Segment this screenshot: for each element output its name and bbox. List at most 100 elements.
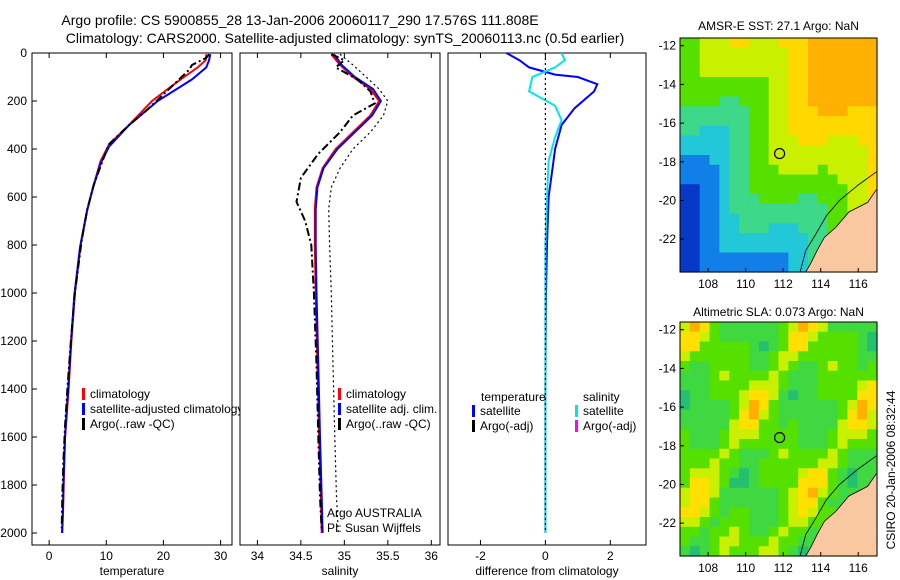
sla-map-cell xyxy=(788,429,799,440)
salinity-series-argo-raw-qc- xyxy=(295,53,377,531)
sla-map-cell xyxy=(788,458,799,469)
sla-map-cell xyxy=(808,429,819,440)
sst-map-cell xyxy=(719,184,730,195)
sst-map-cell xyxy=(709,106,720,117)
sst-map-ytick-label: -22 xyxy=(659,232,677,246)
salinity-xtick-label: 34 xyxy=(251,549,265,563)
sla-map-cell xyxy=(827,439,839,450)
sst-map-cell xyxy=(808,174,819,185)
sla-map-cell xyxy=(699,468,711,479)
sst-map-cell xyxy=(798,223,809,234)
sst-map-cell xyxy=(689,233,701,244)
sst-map-cell xyxy=(758,125,770,137)
sst-map-cell xyxy=(680,77,691,88)
sla-map-cell xyxy=(709,468,720,479)
sla-map-cell xyxy=(709,526,720,538)
sst-map-cell xyxy=(827,194,839,205)
sst-map-cell xyxy=(729,223,740,234)
sla-map-cell xyxy=(857,409,868,421)
sla-map-cell xyxy=(788,497,799,508)
sla-map-cell xyxy=(808,439,819,450)
sst-map-cell xyxy=(798,96,809,107)
sst-map-cell xyxy=(778,38,789,49)
salinity-xtick-label: 34.5 xyxy=(289,549,313,563)
sst-map-cell xyxy=(739,57,750,68)
sla-map-cell xyxy=(798,448,809,460)
sst-map-cell xyxy=(758,252,770,263)
sst-map-cell xyxy=(827,125,839,137)
sst-map-cell xyxy=(847,155,858,166)
sst-map-cell xyxy=(788,194,799,205)
sla-map-cell xyxy=(748,322,760,333)
sla-map-cell xyxy=(778,507,789,518)
difference-series-salinity-satellite xyxy=(527,52,567,533)
sst-map-cell xyxy=(729,203,740,215)
sst-map-cell xyxy=(758,213,770,224)
sst-map-cell xyxy=(847,194,858,205)
sla-map-cell xyxy=(778,331,789,343)
sla-map-cell xyxy=(817,429,829,440)
sla-map-cell xyxy=(798,429,809,440)
sla-map-cell xyxy=(857,341,868,352)
sla-map-cell xyxy=(808,322,819,333)
sst-map-cell xyxy=(680,155,691,166)
sla-map-cell xyxy=(689,361,701,372)
sla-map-cell xyxy=(719,361,730,372)
sla-map-cell xyxy=(680,322,691,333)
sst-map-cell xyxy=(867,77,878,88)
sla-map-cell xyxy=(699,341,711,352)
sla-map-cell xyxy=(729,341,740,352)
sst-map-cell xyxy=(857,116,868,127)
sla-map-cell xyxy=(827,400,839,411)
sst-map-cell xyxy=(827,57,839,68)
sst-map-cell xyxy=(768,67,780,78)
sla-map-cell xyxy=(867,458,878,469)
sla-map-cell xyxy=(709,322,720,333)
sst-map-cell xyxy=(709,86,720,98)
sla-map-cell xyxy=(699,390,711,401)
sla-map-cell xyxy=(778,400,789,411)
sla-map-cell xyxy=(748,546,760,557)
sst-map-cell xyxy=(768,155,780,166)
sla-map-cell xyxy=(817,517,829,528)
sla-map-cell xyxy=(808,419,819,430)
sst-map-cell xyxy=(867,155,878,166)
sla-map-cell xyxy=(837,322,849,333)
sla-map-cell xyxy=(847,331,858,343)
sla-map-cell xyxy=(758,331,770,343)
sla-map-cell xyxy=(798,370,809,382)
sst-map-cell xyxy=(847,174,858,185)
sst-map-cell xyxy=(768,223,780,234)
sst-map-cell xyxy=(827,145,839,156)
salinity-annotation-argo: Argo AUSTRALIA xyxy=(327,506,422,520)
sst-map-cell xyxy=(729,194,740,205)
sst-map-cell xyxy=(719,155,730,166)
sst-map-cell xyxy=(778,47,789,59)
sla-map-cell xyxy=(719,400,730,411)
sst-map-cell xyxy=(699,252,711,263)
sst-map-cell xyxy=(699,164,711,176)
sst-map-cell xyxy=(758,135,770,146)
sla-map-cell xyxy=(778,351,789,362)
sst-map-cell xyxy=(857,38,868,49)
sla-map-cell xyxy=(689,370,701,382)
sla-map-cell xyxy=(788,409,799,421)
sst-map-cell xyxy=(729,233,740,244)
sst-map-cell xyxy=(768,47,780,59)
sla-map-cell xyxy=(827,409,839,421)
sla-map-cell xyxy=(758,322,770,333)
sst-map-cell xyxy=(837,125,849,137)
sst-map-cell xyxy=(847,67,858,78)
sla-map-cell xyxy=(768,536,780,547)
sla-map-cell xyxy=(689,341,701,352)
sla-map-cell xyxy=(758,448,770,460)
sst-map-cell xyxy=(847,77,858,88)
sla-map-cell xyxy=(798,546,809,557)
sla-map-cell xyxy=(798,331,809,343)
sst-map-cell xyxy=(808,57,819,68)
sst-map-cell xyxy=(817,135,829,146)
sla-map-cell xyxy=(709,497,720,508)
sst-map-cell xyxy=(719,47,730,59)
sst-map-cell xyxy=(719,164,730,176)
sla-map-cell xyxy=(778,448,789,460)
